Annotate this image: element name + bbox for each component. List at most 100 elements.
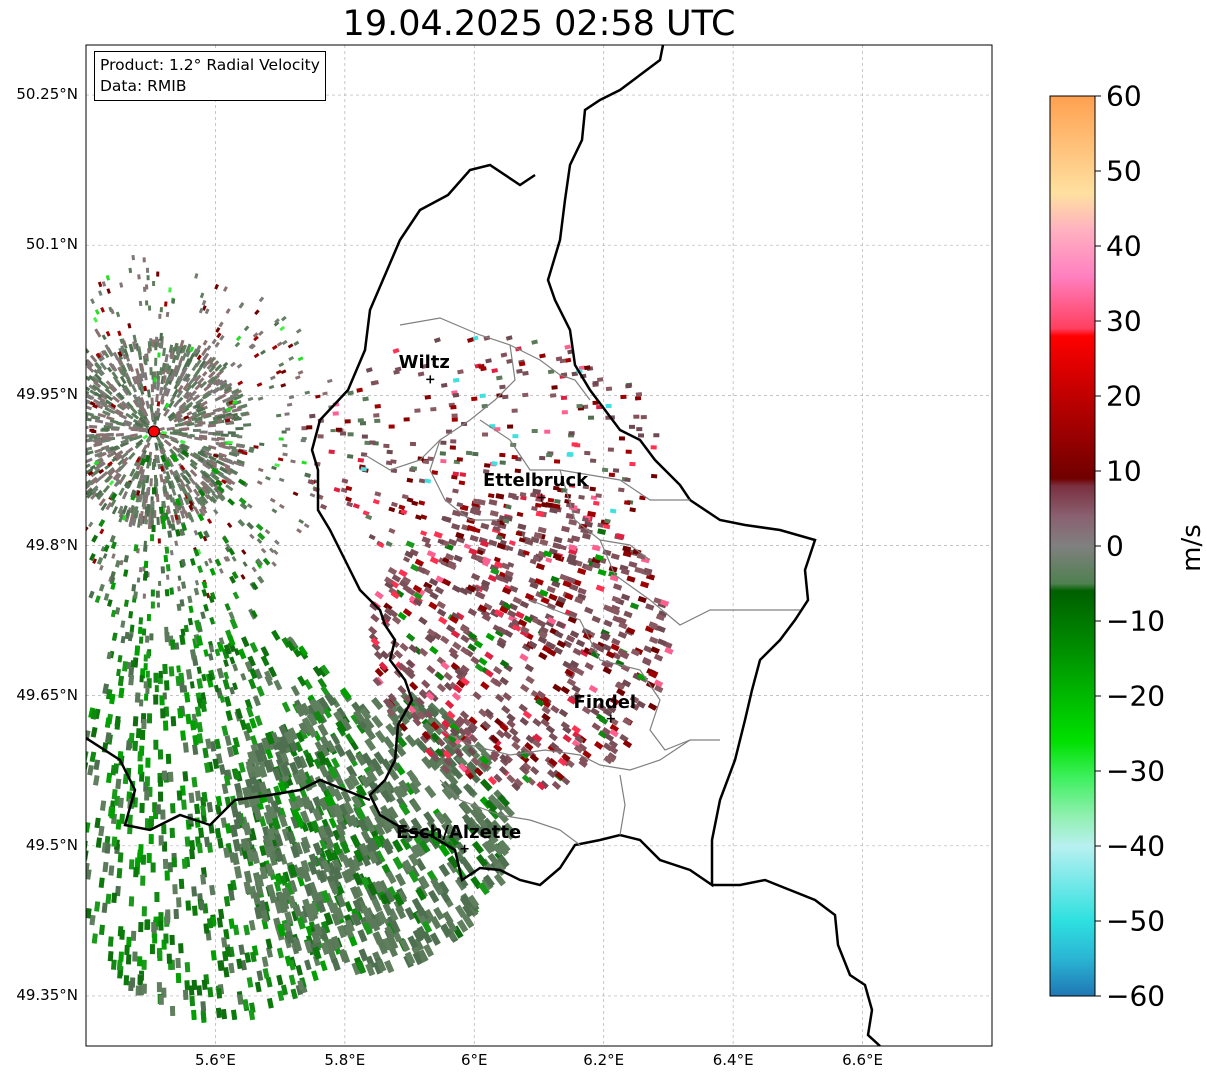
echo-pixel — [617, 616, 627, 625]
echo-pixel — [106, 366, 113, 373]
echo-pixel — [608, 565, 618, 573]
echo-pixel — [109, 419, 119, 425]
echo-pixel — [254, 906, 263, 920]
echo-pixel — [184, 391, 193, 400]
echo-pixel — [177, 575, 182, 581]
echo-pixel — [323, 824, 334, 839]
echo-pixel — [649, 636, 659, 645]
echo-pixel — [580, 523, 588, 529]
echo-pixel — [153, 739, 159, 750]
echo-pixel — [404, 550, 414, 559]
echo-pixel — [110, 582, 116, 590]
echo-pixel — [104, 717, 112, 729]
echo-pixel — [105, 380, 114, 389]
echo-pixel — [199, 380, 208, 389]
echo-pixel — [139, 363, 145, 372]
echo-pixel — [582, 532, 591, 540]
echo-pixel — [110, 959, 117, 970]
echo-pixel — [609, 574, 619, 582]
echo-pixel — [256, 480, 263, 486]
echo-pixel — [499, 605, 509, 614]
echo-pixel — [91, 534, 99, 543]
echo-pixel — [607, 447, 614, 452]
echo-pixel — [208, 356, 216, 365]
lon-tick-label: 6.4°E — [712, 1051, 754, 1069]
echo-pixel — [148, 819, 154, 830]
echo-pixel — [433, 531, 443, 539]
echo-pixel — [189, 681, 195, 689]
echo-pixel — [86, 730, 91, 741]
echo-pixel — [0, 431, 4, 434]
echo-pixel — [183, 496, 190, 506]
echo-pixel — [200, 874, 207, 885]
echo-pixel — [187, 512, 194, 521]
echo-pixel — [615, 532, 625, 540]
echo-pixel — [144, 790, 150, 801]
echo-pixel — [117, 458, 126, 466]
echo-pixel — [402, 556, 411, 563]
echo-pixel — [409, 548, 419, 557]
district-border — [529, 599, 691, 751]
echo-pixel — [214, 558, 222, 567]
echo-pixel — [387, 806, 399, 820]
echo-pixel — [97, 367, 105, 376]
echo-pixel — [525, 675, 535, 685]
echo-pixel — [227, 440, 233, 445]
echo-pixel — [538, 651, 548, 661]
echo-pixel — [132, 394, 140, 403]
echo-pixel — [37, 326, 43, 332]
echo-pixel — [453, 684, 463, 694]
echo-pixel — [94, 373, 102, 381]
echo-pixel — [568, 431, 575, 436]
echo-pixel — [149, 944, 155, 955]
echo-pixel — [312, 699, 325, 714]
echo-pixel — [294, 741, 304, 753]
echo-pixel — [655, 613, 666, 622]
echo-pixel — [252, 753, 262, 767]
echo-pixel — [86, 849, 89, 861]
echo-pixel — [471, 840, 485, 855]
echo-pixel — [228, 611, 235, 620]
echo-pixel — [178, 497, 185, 506]
echo-pixel — [512, 434, 519, 439]
echo-pixel — [384, 580, 394, 590]
echo-pixel — [207, 423, 217, 428]
echo-pixel — [157, 749, 164, 760]
echo-pixel — [273, 880, 282, 892]
echo-pixel — [223, 966, 230, 978]
echo-pixel — [137, 956, 143, 967]
echo-pixel — [371, 899, 383, 913]
echo-pixel — [105, 446, 114, 452]
echo-pixel — [418, 478, 426, 484]
district-border — [429, 439, 500, 521]
echo-pixel — [193, 506, 200, 515]
echo-pixel — [189, 346, 195, 353]
echo-pixel — [374, 403, 381, 409]
echo-pixel — [212, 758, 220, 770]
echo-pixel — [102, 553, 108, 559]
echo-pixel — [1, 376, 7, 380]
echo-pixel — [187, 415, 196, 421]
echo-pixel — [146, 651, 151, 659]
echo-pixel — [203, 450, 213, 457]
echo-pixel — [225, 543, 231, 550]
echo-pixel — [155, 393, 159, 403]
echo-pixel — [162, 384, 167, 391]
echo-pixel — [119, 282, 124, 288]
echo-pixel — [86, 398, 87, 405]
echo-pixel — [86, 467, 94, 475]
echo-pixel — [392, 856, 404, 870]
echo-pixel — [209, 567, 216, 576]
echo-pixel — [137, 349, 142, 358]
echo-pixel — [276, 740, 287, 754]
echo-pixel — [447, 855, 460, 869]
echo-pixel — [68, 573, 73, 579]
echo-pixel — [572, 647, 582, 656]
echo-pixel — [228, 890, 235, 901]
echo-pixel — [345, 919, 356, 933]
echo-pixel — [173, 399, 181, 408]
echo-pixel — [154, 357, 158, 366]
echo-pixel — [227, 635, 236, 647]
echo-pixel — [232, 838, 241, 852]
echo-pixel — [438, 557, 448, 566]
